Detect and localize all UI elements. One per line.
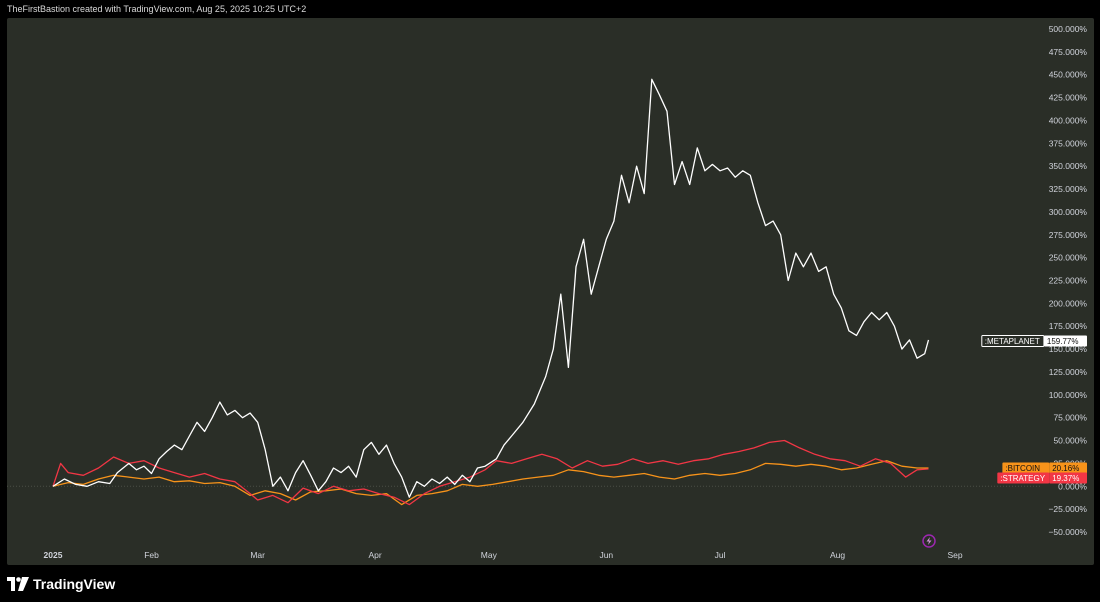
chart-caption-bar: TheFirstBastion created with TradingView…: [0, 0, 1100, 18]
comparison-line-chart[interactable]: −50.000%−25.000%0.000%25.000%50.000%75.0…: [0, 0, 1100, 566]
y-tick-label: 225.000%: [1049, 276, 1088, 286]
last-value-tag-metaplanet: [1043, 335, 1087, 347]
x-tick-label: Sep: [947, 550, 962, 560]
tradingview-logo-icon: [7, 577, 29, 591]
y-tick-label: 450.000%: [1049, 70, 1088, 80]
y-tick-label: 150.000%: [1049, 344, 1088, 354]
x-tick-label: May: [481, 550, 498, 560]
series-name-label-strategy: :STRATEGY: [1000, 474, 1045, 483]
y-tick-label: 200.000%: [1049, 298, 1088, 308]
y-tick-label: 325.000%: [1049, 184, 1088, 194]
y-tick-label: 425.000%: [1049, 93, 1088, 103]
y-tick-label: −50.000%: [1048, 527, 1087, 537]
series-name-label-bitcoin: :BITCOIN: [1005, 464, 1040, 473]
x-tick-label: Apr: [369, 550, 382, 560]
y-tick-label: 350.000%: [1049, 161, 1088, 171]
y-tick-label: −25.000%: [1048, 504, 1087, 514]
series-name-tag-strategy: [997, 472, 1050, 484]
x-tick-label: Feb: [144, 550, 159, 560]
x-tick-label: Mar: [250, 550, 265, 560]
series-line-bitcoin: [52, 460, 929, 506]
last-value-label-bitcoin: 20.16%: [1052, 464, 1079, 473]
x-tick-label: Jun: [599, 550, 613, 560]
series-line-strategy: [52, 439, 929, 506]
y-tick-label: 50.000%: [1053, 436, 1087, 446]
last-value-tag-bitcoin: [1049, 462, 1087, 474]
last-value-label-strategy: 19.37%: [1052, 474, 1079, 483]
y-tick-label: 375.000%: [1049, 138, 1088, 148]
lightning-icon: [926, 537, 932, 545]
chart-caption: TheFirstBastion created with TradingView…: [7, 4, 307, 14]
tradingview-brand[interactable]: TradingView: [7, 576, 115, 592]
brand-name: TradingView: [33, 576, 116, 592]
series-line-metaplanet: [52, 78, 930, 498]
y-tick-label: 125.000%: [1049, 367, 1088, 377]
y-tick-label: 475.000%: [1049, 47, 1088, 57]
x-tick-label: 2025: [44, 550, 63, 560]
y-tick-label: 250.000%: [1049, 253, 1088, 263]
x-tick-label: Jul: [715, 550, 726, 560]
y-tick-label: 0.000%: [1058, 481, 1087, 491]
y-tick-label: 400.000%: [1049, 115, 1088, 125]
footer-bar: TradingView: [0, 566, 1100, 602]
y-tick-label: 175.000%: [1049, 321, 1088, 331]
series-name-tag-bitcoin: [1002, 462, 1050, 474]
y-tick-label: 275.000%: [1049, 230, 1088, 240]
x-tick-label: Aug: [830, 550, 845, 560]
y-tick-label: 75.000%: [1053, 413, 1087, 423]
y-tick-label: 300.000%: [1049, 207, 1088, 217]
last-value-tag-strategy: [1049, 472, 1087, 484]
chart-pane[interactable]: [7, 18, 1094, 565]
y-tick-label: 100.000%: [1049, 390, 1088, 400]
series-name-label-metaplanet: :METAPLANET: [985, 337, 1040, 346]
y-tick-label: 500.000%: [1049, 24, 1088, 34]
last-value-label-metaplanet: 159.77%: [1047, 337, 1079, 346]
